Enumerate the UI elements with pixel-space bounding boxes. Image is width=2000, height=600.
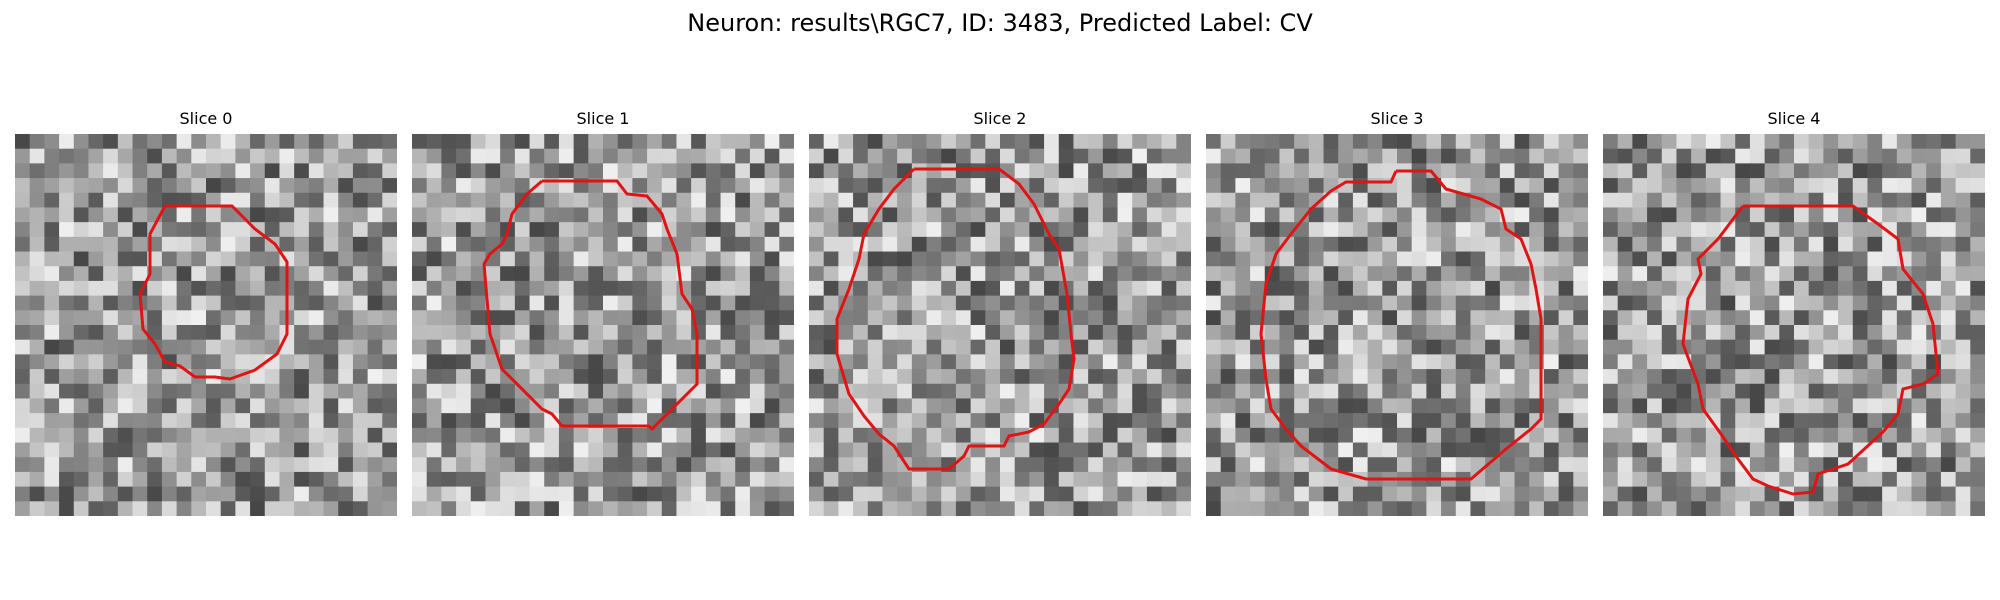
slice-image bbox=[809, 134, 1191, 516]
slice-title: Slice 2 bbox=[809, 108, 1191, 130]
slice-panel-0: Slice 0 bbox=[15, 108, 397, 516]
micrograph-texture bbox=[809, 134, 1191, 516]
micrograph-texture bbox=[412, 134, 794, 516]
micrograph-texture bbox=[1603, 134, 1985, 516]
slice-title: Slice 0 bbox=[15, 108, 397, 130]
slice-image bbox=[1603, 134, 1985, 516]
slice-title: Slice 1 bbox=[412, 108, 794, 130]
micrograph-texture bbox=[15, 134, 397, 516]
slice-panel-1: Slice 1 bbox=[412, 108, 794, 516]
slice-panel-3: Slice 3 bbox=[1206, 108, 1588, 516]
slice-image bbox=[1206, 134, 1588, 516]
figure-title: Neuron: results\RGC7, ID: 3483, Predicte… bbox=[0, 6, 2000, 40]
slice-title: Slice 3 bbox=[1206, 108, 1588, 130]
slice-image bbox=[15, 134, 397, 516]
slice-image bbox=[412, 134, 794, 516]
slice-title: Slice 4 bbox=[1603, 108, 1985, 130]
slice-panel-2: Slice 2 bbox=[809, 108, 1191, 516]
slice-panel-4: Slice 4 bbox=[1603, 108, 1985, 516]
